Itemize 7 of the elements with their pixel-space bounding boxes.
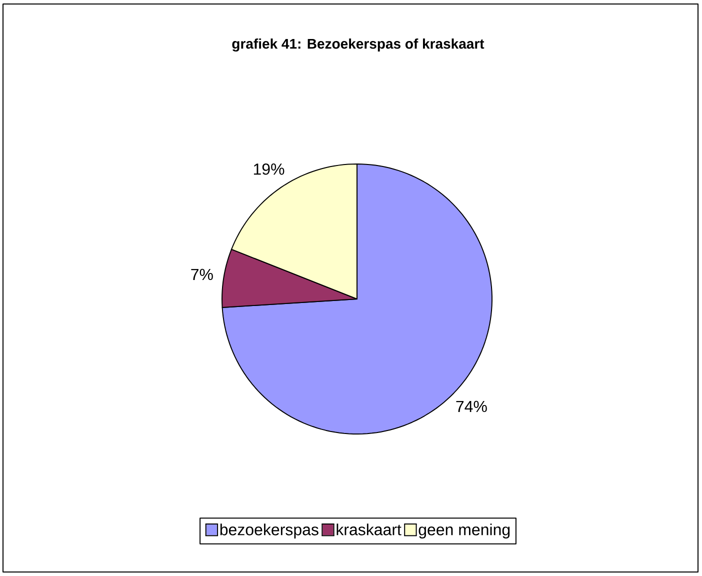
data-label: 74% — [456, 400, 487, 412]
data-label: 7% — [191, 268, 213, 280]
legend-label: geen mening — [418, 524, 510, 538]
chart-title: grafiek 41: Bezoekerspas of kraskaart — [232, 38, 484, 52]
data-label: 19% — [254, 163, 284, 175]
legend-label: bezoekerspas — [220, 524, 318, 538]
legend-label: kraskaart — [336, 524, 402, 536]
